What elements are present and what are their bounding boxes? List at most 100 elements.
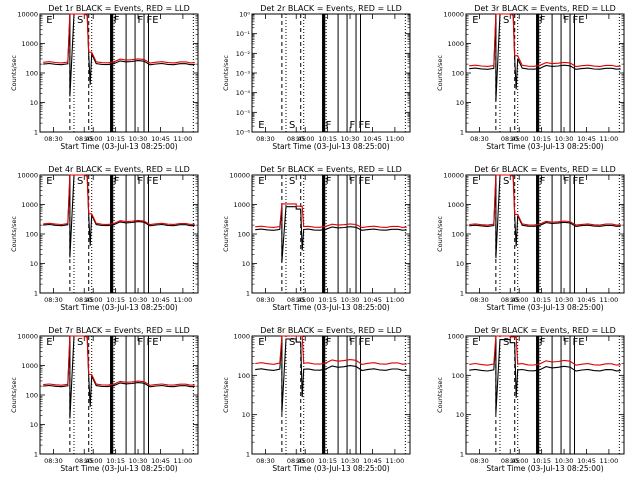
x-tick-label: 10:00 — [296, 296, 315, 304]
y-tick-label: 10 — [30, 99, 38, 107]
series-line-events — [469, 339, 621, 414]
plot-frame — [465, 13, 625, 133]
x-tick-label: 10:45 — [151, 457, 170, 465]
x-tick-label: 10:00 — [510, 135, 529, 143]
x-tick-label: 10:45 — [577, 457, 596, 465]
y-axis-label: Counts/sec — [10, 55, 18, 91]
x-tick-label: 10:00 — [510, 296, 529, 304]
series-line-lld — [255, 335, 407, 365]
y-tick-label: 1 — [460, 290, 464, 298]
panel-det-7: Det 7r BLACK = Events, RED = LLD 1 10 100 10… — [10, 326, 199, 473]
y-tick-label: 100 — [26, 70, 38, 78]
x-tick-label: 10:45 — [363, 135, 382, 143]
y-tick-label: 1000 — [447, 40, 464, 48]
x-tick-label: 08:45 — [75, 135, 94, 143]
series-line-lld — [43, 13, 195, 64]
x-tick-label: 08:30 — [44, 135, 63, 143]
x-tick-label: 10:00 — [510, 457, 529, 465]
y-tick-label: 1000 — [21, 201, 38, 209]
x-tick-label: 11:00 — [386, 296, 405, 304]
flag-label: FE — [147, 176, 159, 187]
panel-title: Det 4r BLACK = Events, RED = LLD — [48, 165, 190, 174]
flag-label: FE — [359, 176, 371, 187]
y-tick-label: 1000 — [447, 201, 464, 209]
x-tick-label: 08:45 — [287, 457, 306, 465]
x-tick-label: 10:00 — [84, 457, 103, 465]
y-tick-label: 10 — [456, 411, 464, 419]
series-line-lld — [255, 203, 407, 229]
y-tick-label: 10 — [30, 260, 38, 268]
x-tick-label: 11:00 — [600, 135, 619, 143]
flag-label: F — [540, 176, 546, 187]
flag-label: F — [326, 176, 332, 187]
flag-label: F — [564, 15, 570, 26]
x-axis-label: Start Time (03-Jul-13 08:25:00) — [60, 142, 177, 151]
y-tick-label: 1 — [460, 451, 464, 459]
x-tick-label: 10:15 — [106, 457, 125, 465]
y-tick-label: 10000 — [443, 172, 464, 180]
panel-det-4: Det 4r BLACK = Events, RED = LLD 1 10 100 10… — [10, 165, 199, 312]
flag-label: E — [46, 176, 52, 187]
x-tick-label: 11:00 — [174, 135, 193, 143]
y-tick-label: 1000 — [447, 333, 464, 341]
panel-det-6: Det 6r BLACK = Events, RED = LLD 1 10 100 10… — [436, 165, 625, 312]
panel-det-9: Det 9r BLACK = Events, RED = LLD 1 10 100 10… — [436, 326, 625, 473]
plot-frame — [251, 13, 411, 133]
y-tick-label: 10⁻⁴ — [236, 89, 251, 97]
series-line-lld — [469, 174, 621, 226]
y-axis-label: Counts/sec — [436, 216, 444, 252]
y-tick-label: 1 — [34, 290, 38, 298]
x-tick-label: 08:45 — [75, 296, 94, 304]
x-axis-label: Start Time (03-Jul-13 08:25:00) — [486, 142, 603, 151]
flag-label: F — [564, 337, 570, 348]
plot-frame — [251, 335, 411, 455]
y-tick-label: 100 — [26, 392, 38, 400]
panel-det-8: Det 8r BLACK = Events, RED = LLD 1 10 100 10… — [222, 326, 411, 473]
y-tick-label: 10 — [242, 260, 250, 268]
flag-label: F — [350, 337, 356, 348]
x-tick-label: 10:15 — [532, 296, 551, 304]
x-axis-label: Start Time (03-Jul-13 08:25:00) — [486, 464, 603, 473]
flag-label: S — [289, 176, 295, 187]
y-tick-label: 100 — [452, 70, 464, 78]
x-tick-label: 10:15 — [106, 135, 125, 143]
y-tick-label: 10 — [242, 411, 250, 419]
series-line-events — [255, 338, 407, 413]
x-tick-label: 08:30 — [256, 296, 275, 304]
flag-label: F — [138, 176, 144, 187]
y-tick-label: 1 — [246, 290, 250, 298]
y-axis-label: Counts/sec — [436, 55, 444, 91]
series-line-events — [469, 13, 621, 102]
panel-title: Det 2r BLACK = Events, RED = LLD — [260, 4, 402, 13]
y-tick-label: 10⁻⁵ — [236, 109, 251, 117]
y-axis-label: Counts/sec — [436, 377, 444, 413]
x-tick-label: 11:00 — [600, 457, 619, 465]
panel-title: Det 7r BLACK = Events, RED = LLD — [48, 326, 190, 335]
flag-label: S — [77, 15, 83, 26]
y-tick-label: 1 — [34, 129, 38, 137]
flag-label: FE — [573, 337, 585, 348]
panel-title: Det 1r BLACK = Events, RED = LLD — [48, 4, 190, 13]
y-tick-label: 10⁻⁶ — [236, 129, 251, 137]
y-axis-label: Counts/sec — [222, 216, 230, 252]
x-tick-label: 10:15 — [532, 457, 551, 465]
flag-label: FE — [359, 120, 371, 131]
y-tick-label: 100 — [452, 372, 464, 380]
panel-title: Det 6r BLACK = Events, RED = LLD — [474, 165, 616, 174]
series-line-events — [43, 13, 195, 97]
flag-label: S — [503, 337, 509, 348]
flag-label: FE — [147, 15, 159, 26]
flag-label: S — [289, 337, 295, 348]
x-tick-label: 08:45 — [287, 296, 306, 304]
y-tick-label: 10000 — [229, 172, 250, 180]
flag-label: S — [77, 337, 83, 348]
x-tick-label: 08:45 — [501, 457, 520, 465]
flag-label: F — [326, 120, 332, 131]
x-tick-label: 11:00 — [600, 296, 619, 304]
plot-frame — [39, 174, 199, 294]
flag-label: FE — [573, 15, 585, 26]
flag-label: FE — [359, 337, 371, 348]
y-tick-label: 100 — [26, 231, 38, 239]
series-line-lld — [469, 13, 621, 68]
x-tick-label: 08:30 — [256, 135, 275, 143]
